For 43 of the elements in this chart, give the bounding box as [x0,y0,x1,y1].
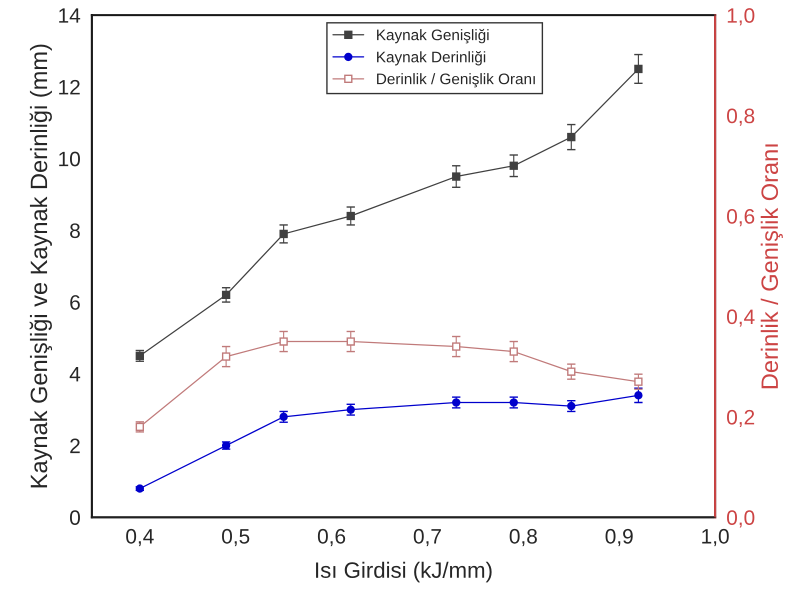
y-tick-label: 6 [70,295,80,310]
y2-tick-label: 0,2 [727,410,754,428]
x-axis-title: Isı Girdisi (kJ/mm) [316,562,492,582]
y-tick-label: 8 [70,223,80,238]
x-tick-label: 0,5 [222,528,250,546]
point [279,230,288,238]
legend-label: Derinlik / Genişlik Oranı [377,73,535,88]
y-tick-label: 4 [70,367,80,382]
legend-label: Kaynak Derinliği [377,51,486,66]
point [279,337,288,346]
y-tick-label: 10 [59,152,80,166]
x-tick-label: 0,9 [606,528,633,546]
legend-label: Kaynak Genişliği [377,28,489,44]
point [222,290,230,300]
point [634,378,643,386]
y2-tick-label: 0,0 [727,510,754,528]
y2-tick-label: 0,6 [727,208,754,226]
y-tick-label: 14 [59,8,80,23]
point [346,212,355,220]
x-tick-label: 0,4 [126,528,154,546]
point [567,367,576,376]
point [346,337,355,346]
point [510,162,518,170]
y-tick-label: 12 [59,80,80,94]
y2-tick-label: 0,4 [727,309,755,327]
x-tick-label: 1,0 [702,528,729,546]
point [222,352,230,361]
point [634,64,643,74]
y-tick-label: 2 [70,438,80,454]
point [452,342,460,351]
point [452,172,460,181]
point [567,132,576,142]
y-tick-label: 0 [70,510,80,526]
y2-tick-label: 1,0 [728,8,754,26]
x-tick-label: 0,6 [318,528,346,546]
y2-axis-title: Derinlik / Genişlik Oranı [760,144,783,388]
x-tick-label: 0,7 [414,528,441,546]
y-axis-title: Kaynak Genişliği ve Kaynak Derinliği (mm) [30,44,52,488]
x-tick-label: 0,8 [510,528,537,546]
point [510,347,518,356]
point [634,391,643,400]
point [136,484,144,493]
y2-tick-label: 0,8 [727,108,754,126]
